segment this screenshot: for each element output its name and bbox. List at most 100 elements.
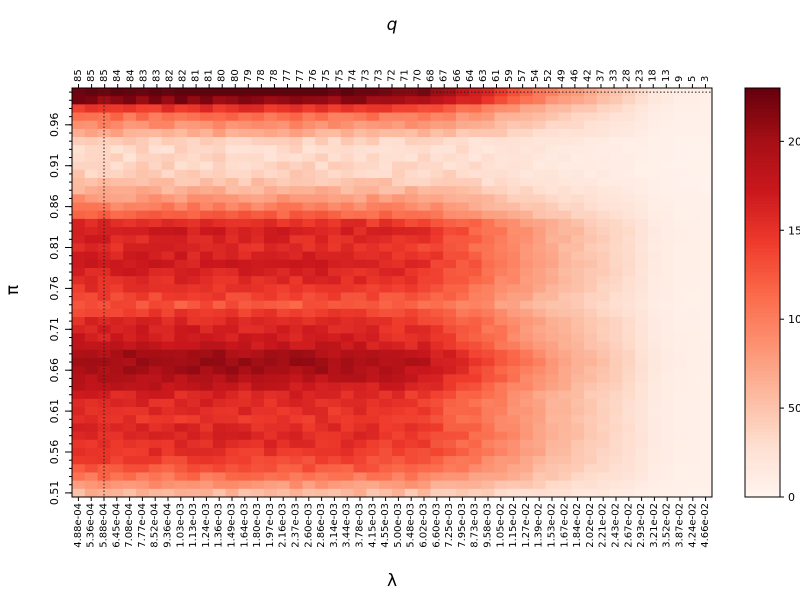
- heatmap-cell: [622, 390, 636, 400]
- heatmap-cell: [72, 472, 86, 482]
- heatmap-cell: [225, 96, 239, 105]
- heatmap-cell: [635, 398, 649, 408]
- heatmap-cell: [110, 88, 124, 97]
- heatmap-cell: [507, 137, 521, 146]
- heatmap-cell: [558, 488, 572, 498]
- heatmap-cell: [123, 456, 137, 465]
- heatmap-cell: [609, 177, 623, 187]
- heatmap-cell: [302, 357, 316, 367]
- heatmap-cell: [315, 456, 329, 465]
- heatmap-cell: [276, 259, 291, 269]
- heatmap-cell: [571, 456, 585, 465]
- heatmap-cell: [507, 317, 521, 326]
- heatmap-cell: [532, 169, 547, 179]
- heatmap-cell: [456, 161, 470, 171]
- heatmap-cell: [264, 161, 278, 171]
- heatmap-cell: [84, 390, 99, 400]
- heatmap-cell: [596, 423, 611, 433]
- heatmap-cell: [315, 153, 329, 163]
- heatmap-cell: [302, 194, 316, 204]
- top-tick-label: 28: [622, 69, 633, 82]
- heatmap-cell: [276, 96, 291, 105]
- heatmap-cell: [315, 128, 329, 138]
- heatmap-cell: [596, 300, 611, 310]
- heatmap-cell: [379, 210, 393, 220]
- heatmap-cell: [520, 390, 534, 400]
- heatmap-cell: [404, 464, 419, 474]
- heatmap-cell: [289, 128, 303, 138]
- heatmap-cell: [481, 488, 495, 498]
- heatmap-cell: [430, 439, 444, 449]
- heatmap-cell: [443, 194, 457, 204]
- heatmap-cell: [136, 308, 150, 318]
- heatmap-cell: [161, 390, 175, 400]
- heatmap-cell: [161, 382, 175, 392]
- heatmap-cell: [494, 317, 508, 326]
- heatmap-cell: [276, 137, 291, 146]
- heatmap-cell: [340, 120, 355, 130]
- heatmap-cell: [136, 447, 150, 457]
- heatmap-cell: [609, 267, 623, 277]
- heatmap-cell: [302, 325, 316, 334]
- heatmap-cell: [481, 325, 495, 334]
- heatmap-cell: [545, 357, 559, 367]
- heatmap-cell: [392, 439, 406, 449]
- heatmap-cell: [417, 366, 431, 375]
- heatmap-cell: [340, 488, 355, 498]
- x-tick-label: 2.37e-03: [291, 503, 302, 548]
- heatmap-cell: [161, 153, 175, 163]
- heatmap-cell: [430, 128, 444, 138]
- heatmap-cell: [136, 202, 150, 212]
- heatmap-cell: [340, 431, 355, 441]
- heatmap-cell: [609, 447, 623, 457]
- heatmap-cell: [276, 488, 291, 498]
- heatmap-cell: [84, 349, 99, 359]
- heatmap-cell: [673, 284, 687, 294]
- heatmap-cell: [379, 177, 393, 187]
- heatmap-cell: [379, 472, 393, 482]
- heatmap-cell: [315, 472, 329, 482]
- heatmap-cell: [84, 488, 99, 498]
- heatmap-cell: [187, 415, 201, 424]
- heatmap-cell: [251, 447, 265, 457]
- top-tick-label: 61: [491, 69, 502, 82]
- heatmap-cell: [494, 267, 508, 277]
- heatmap-cell: [148, 104, 163, 114]
- heatmap-cell: [200, 366, 214, 375]
- heatmap-cell: [648, 169, 662, 179]
- heatmap-cell: [251, 374, 265, 384]
- x-tick-label: 4.24e-02: [687, 503, 698, 548]
- heatmap-cell: [635, 145, 649, 155]
- heatmap-cell: [392, 374, 406, 384]
- heatmap-cell: [686, 325, 700, 334]
- heatmap-cell: [481, 210, 495, 220]
- x-tick-label: 1.84e-02: [572, 503, 583, 548]
- heatmap-cell: [673, 374, 687, 384]
- heatmap-cell: [456, 145, 470, 155]
- heatmap-cell: [315, 267, 329, 277]
- heatmap-cell: [187, 398, 201, 408]
- heatmap-cell: [225, 456, 239, 465]
- heatmap-cell: [622, 120, 636, 130]
- heatmap-cell: [571, 161, 585, 171]
- heatmap-cell: [532, 292, 547, 302]
- heatmap-cell: [392, 161, 406, 171]
- heatmap-cell: [379, 218, 393, 228]
- heatmap-cell: [622, 169, 636, 179]
- heatmap-cell: [200, 341, 214, 351]
- heatmap-cell: [353, 96, 367, 105]
- heatmap-cell: [699, 415, 713, 424]
- heatmap-cell: [289, 218, 303, 228]
- heatmap-cell: [596, 210, 611, 220]
- heatmap-cell: [161, 431, 175, 441]
- heatmap-cell: [468, 267, 483, 277]
- heatmap-cell: [328, 456, 342, 465]
- heatmap-cell: [212, 210, 227, 220]
- heatmap-cell: [532, 177, 547, 187]
- heatmap-cell: [174, 276, 188, 285]
- heatmap-cell: [251, 186, 265, 195]
- heatmap-cell: [622, 349, 636, 359]
- heatmap-cell: [571, 488, 585, 498]
- heatmap-cell: [123, 292, 137, 302]
- heatmap-cell: [673, 407, 687, 416]
